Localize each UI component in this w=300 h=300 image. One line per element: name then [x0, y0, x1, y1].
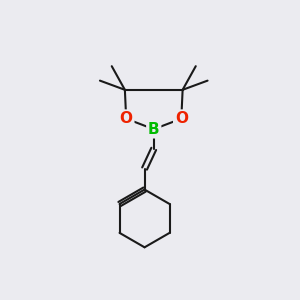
- Text: O: O: [175, 111, 188, 126]
- Text: O: O: [120, 111, 133, 126]
- Text: B: B: [148, 122, 160, 137]
